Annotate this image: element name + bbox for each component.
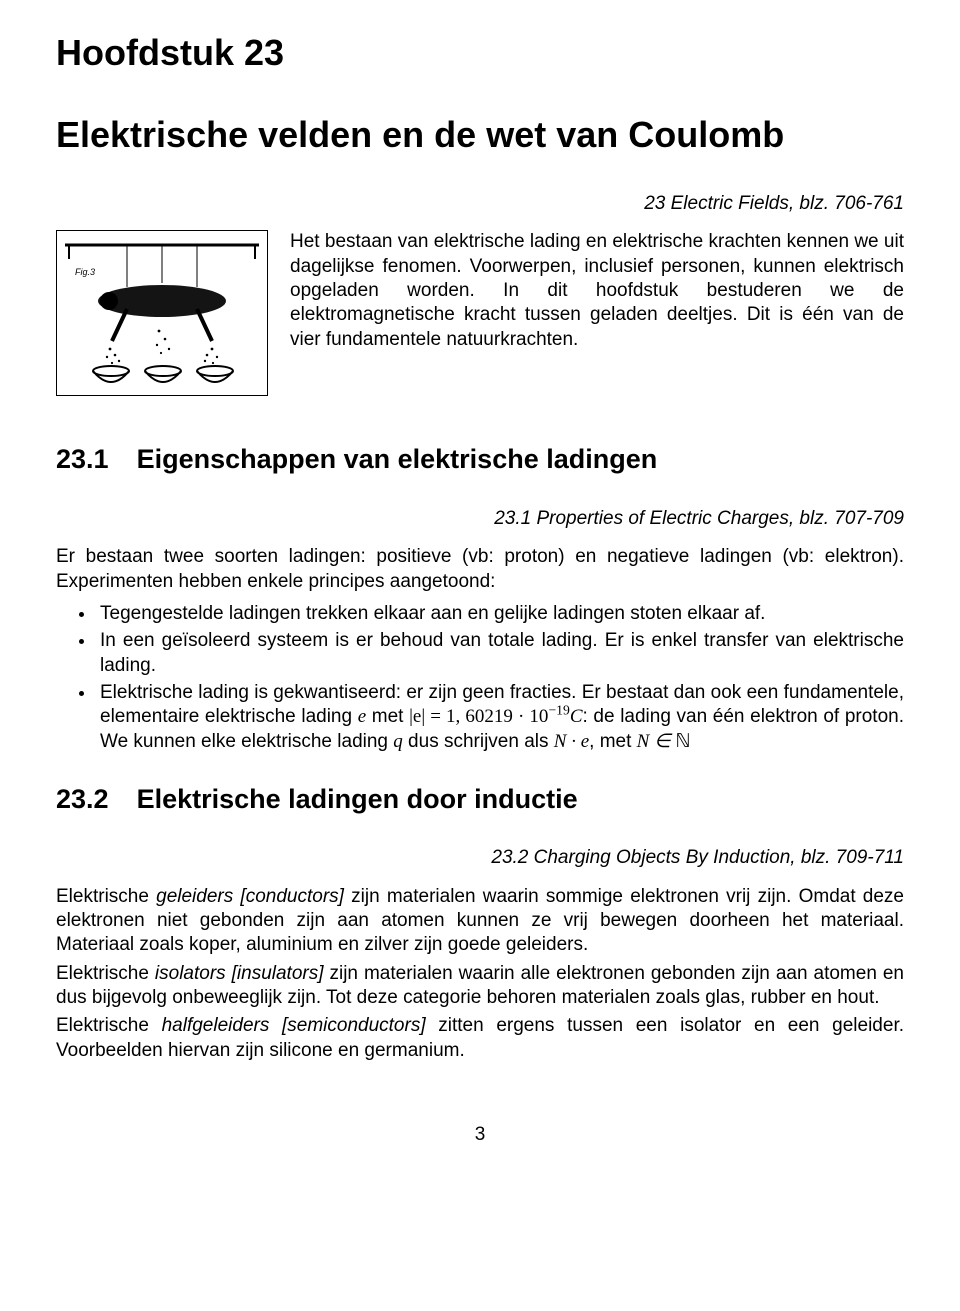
term-conductors: geleiders [conductors]	[156, 886, 344, 907]
bullet-2: In een geïsoleerd systeem is er behoud v…	[96, 629, 904, 678]
section-1-bullets: Tegengestelde ladingen trekken elkaar aa…	[56, 602, 904, 754]
section-2-title: Elektrische ladingen door inductie	[137, 784, 578, 814]
bullet-3-text-d: dus schrijven als	[403, 731, 554, 752]
chapter-figure: Fig.3	[56, 230, 268, 396]
math-abs-e: |e| = 1, 60219 · 10	[409, 706, 548, 727]
math-e: e	[358, 706, 366, 727]
section-2-paragraph-1: Elektrische geleiders [conductors] zijn …	[56, 885, 904, 958]
bullet-1: Tegengestelde ladingen trekken elkaar aa…	[96, 602, 904, 626]
chapter-label: Hoofdstuk 23	[56, 30, 904, 76]
section-1-heading: 23.1 Eigenschappen van elektrische lading…	[56, 442, 904, 477]
section-2-paragraph-3: Elektrische halfgeleiders [semiconductor…	[56, 1014, 904, 1063]
section-2-paragraph-2: Elektrische isolators [insulators] zijn …	[56, 962, 904, 1011]
bullet-3: Elektrische lading is gekwantiseerd: er …	[96, 681, 904, 754]
section-2-number: 23.2	[56, 784, 109, 814]
math-natural-numbers: ℕ	[675, 731, 690, 752]
bullet-3-text-e: , met	[589, 731, 637, 752]
math-q: q	[393, 731, 403, 752]
intro-row: Fig.3 Het bestaan van elektrische lading…	[56, 230, 904, 396]
bullet-3-text-b: met	[366, 706, 409, 727]
math-exponent: −19	[548, 703, 569, 718]
math-n-e: N · e	[554, 731, 589, 752]
svg-text:Fig.3: Fig.3	[75, 267, 95, 277]
section-1-number: 23.1	[56, 444, 109, 474]
section-1-lead-paragraph: Er bestaan twee soorten ladingen: positi…	[56, 545, 904, 594]
p3-text-a: Elektrische	[56, 1015, 162, 1036]
chapter-reference: 23 Electric Fields, blz. 706-761	[56, 192, 904, 216]
math-unit-c: C	[570, 706, 583, 727]
term-semiconductors: halfgeleiders [semiconductors]	[162, 1015, 426, 1036]
page-number: 3	[56, 1123, 904, 1147]
section-1-reference: 23.1 Properties of Electric Charges, blz…	[56, 507, 904, 531]
math-n-in: N ∈	[637, 731, 676, 752]
term-insulators: isolators [insulators]	[155, 963, 324, 984]
chapter-title: Elektrische velden en de wet van Coulomb	[56, 112, 904, 158]
intro-paragraph: Het bestaan van elektrische lading en el…	[290, 230, 904, 352]
p2-text-a: Elektrische	[56, 963, 155, 984]
p1-text-a: Elektrische	[56, 886, 156, 907]
section-2-reference: 23.2 Charging Objects By Induction, blz.…	[56, 846, 904, 870]
section-2-heading: 23.2 Elektrische ladingen door inductie	[56, 782, 904, 817]
section-1-title: Eigenschappen van elektrische ladingen	[137, 444, 658, 474]
